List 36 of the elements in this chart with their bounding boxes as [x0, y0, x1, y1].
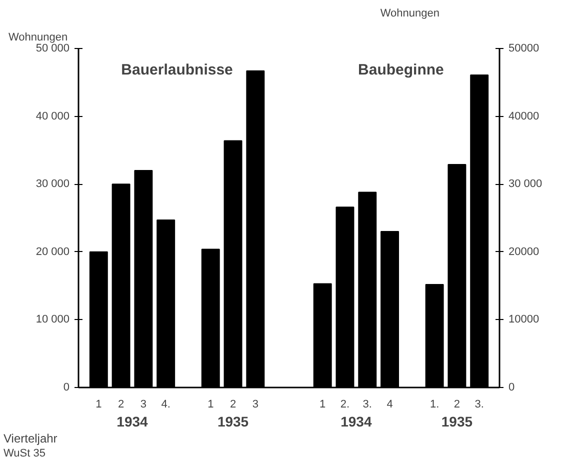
y-tick-label: 40 000: [36, 110, 70, 122]
x-tick-label: 2: [230, 398, 236, 410]
x-tick-label: 1: [96, 398, 102, 410]
y2-tick-label: 50000: [508, 42, 540, 54]
y-axis-title: Wohnungen: [8, 32, 68, 44]
y2-tick-label: 0: [508, 382, 515, 394]
y2-axis-title: Wohnungen: [380, 8, 440, 20]
x-tick-label: 3.: [362, 398, 372, 410]
annotation: Bauerlaubnisse: [121, 62, 233, 78]
x-tick-label: 1.: [430, 398, 440, 410]
y-tick-label: 50 000: [36, 42, 70, 54]
text: 1934: [340, 414, 372, 430]
y2-tick-label: 20000: [508, 246, 540, 258]
text: 1935: [217, 414, 249, 430]
x-tick-label: 4: [386, 398, 393, 410]
x-tick-label: 3.: [474, 398, 484, 410]
x-tick-label: 4.: [161, 398, 170, 410]
y2-tick-label: 30 000: [508, 178, 542, 190]
text: 1934: [116, 414, 148, 430]
text: WuSt 35: [4, 448, 46, 459]
y-tick-label: 0: [63, 382, 70, 394]
x-tick-label: 2: [118, 398, 124, 410]
x-tick-label: 3: [252, 398, 258, 410]
y2-tick-label: 40000: [508, 110, 540, 122]
x-axis-title: Vierteljahr: [4, 432, 58, 446]
text: 1935: [441, 414, 473, 430]
x-tick-label: 3: [140, 398, 147, 410]
y-tick-label: 20 000: [36, 246, 70, 258]
y-tick-label: 10 000: [36, 314, 70, 326]
y2-tick-label: 10000: [508, 314, 540, 326]
x-tick-label: 2.: [340, 398, 350, 410]
x-tick-label: 1: [320, 398, 326, 410]
annotation: Baubeginne: [358, 62, 444, 78]
x-tick-label: 2: [454, 398, 460, 410]
x-tick-label: 1: [208, 398, 214, 410]
y-tick-label: 30 000: [36, 178, 70, 190]
